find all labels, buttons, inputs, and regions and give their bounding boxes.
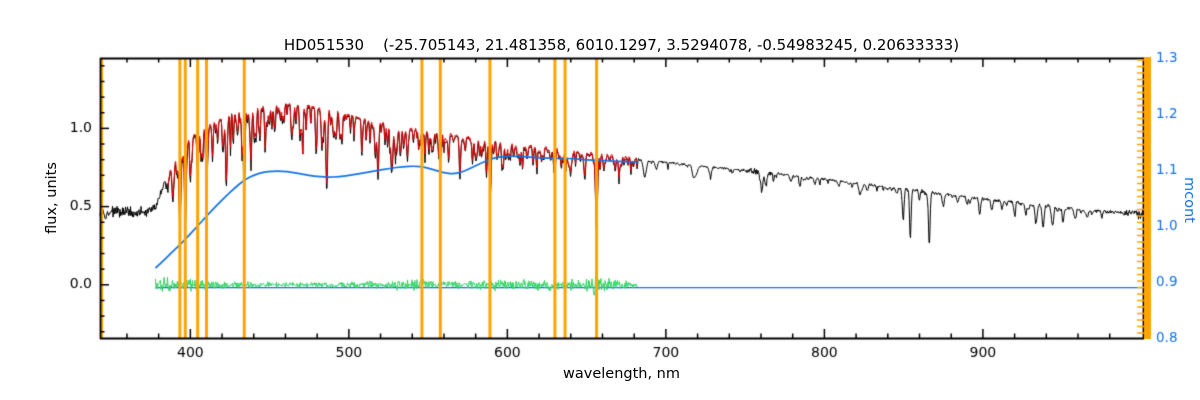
y-axis-right-label: mcont <box>1181 177 1197 223</box>
x-axis-label: wavelength, nm <box>563 366 680 382</box>
y-axis-left-label: flux, units <box>44 162 60 234</box>
plot-title: HD051530 (-25.705143, 21.481358, 6010.12… <box>283 36 960 54</box>
